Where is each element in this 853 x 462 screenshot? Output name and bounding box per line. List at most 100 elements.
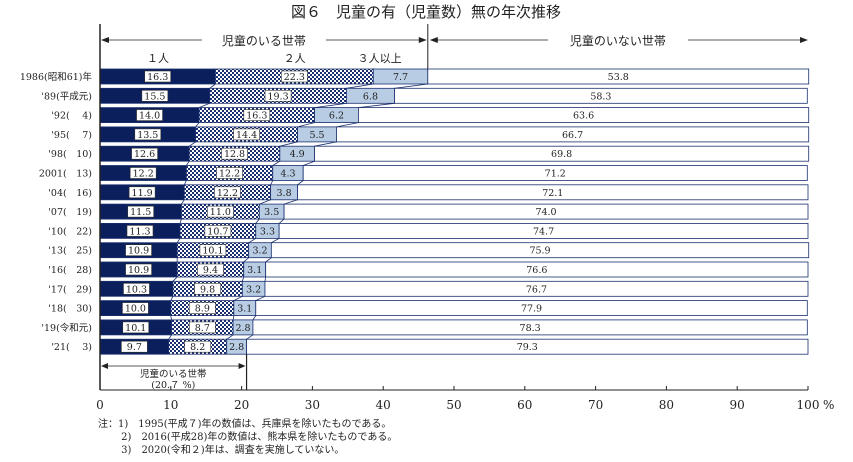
connector-line: [283, 199, 298, 205]
x-tick-label: 30: [305, 398, 320, 412]
connector-line: [226, 334, 234, 340]
bar-segment: [246, 338, 809, 355]
data-label: 3.8: [277, 188, 292, 199]
data-label: 74.7: [533, 226, 554, 237]
note-2: 2) 2016(平成28)年の数値は、熊本県を除いたものである。: [98, 432, 398, 443]
data-label: 3.2: [246, 284, 261, 295]
data-label-box: [122, 321, 150, 334]
connector-line: [195, 122, 200, 128]
x-tick-label: 60: [517, 398, 532, 412]
data-label: 76.7: [526, 284, 547, 295]
data-label: 2.8: [229, 342, 244, 353]
chart-title: 図６ 児童の有（児童数）無の年次推移: [291, 3, 561, 21]
connector-line: [297, 122, 315, 128]
arrowhead: [800, 37, 808, 43]
data-label-box: [189, 302, 216, 314]
connector-line: [265, 257, 272, 263]
category-label: '92( 4): [51, 111, 92, 122]
x-tick-label: 40: [376, 398, 391, 412]
category-label: '04( 16): [48, 188, 92, 199]
notes: 注：1) 1995(平成７)年の数値は、兵庫県を除いたものである。 2) 201…: [98, 418, 397, 457]
data-label: 75.9: [529, 246, 550, 257]
connector-line: [248, 238, 256, 244]
data-label: 2.8: [235, 323, 250, 334]
annotation-value: (20.７ %): [151, 380, 195, 391]
connector-line: [278, 218, 285, 224]
data-label-box: [141, 90, 169, 102]
data-label-box: [197, 263, 224, 276]
note-1: 注：1) 1995(平成７)年の数値は、兵庫県を除いたものである。: [98, 419, 392, 430]
data-label: 4.3: [280, 169, 295, 180]
data-label-box: [243, 109, 271, 121]
bar-segment: [270, 242, 810, 259]
data-label: 3.1: [237, 304, 252, 315]
data-label: 10.3: [126, 284, 147, 295]
connector-line: [233, 295, 243, 301]
connector-line: [179, 218, 182, 224]
data-label: 8.9: [195, 304, 210, 315]
bar-segment: [297, 184, 809, 201]
connector-line: [336, 122, 359, 128]
arrowhead: [418, 37, 427, 43]
annotation-label: 児童のいる世帯: [140, 368, 207, 380]
data-label: 6.2: [329, 111, 344, 122]
data-label: 12.2: [219, 169, 240, 180]
data-label-box: [125, 263, 152, 276]
connector-line: [272, 160, 281, 166]
connector-line: [297, 180, 304, 186]
data-label: 12.2: [217, 188, 238, 199]
data-label: 10.0: [125, 304, 146, 315]
data-label: 11.0: [210, 207, 231, 218]
bar-segment: [427, 68, 810, 85]
data-label: 6.8: [363, 91, 378, 102]
data-label-box: [207, 205, 234, 218]
data-label: 58.3: [590, 91, 611, 102]
data-label: 16.3: [246, 111, 267, 122]
connector-line: [181, 199, 185, 205]
data-label-box: [128, 186, 156, 199]
data-label-box: [216, 167, 243, 179]
x-tick-label: 10: [163, 398, 178, 412]
category-label: '21( 3): [51, 342, 92, 353]
data-label: 12.2: [133, 169, 154, 180]
category-label: 2001( 13): [39, 169, 92, 180]
x-tick-label: 90: [730, 398, 745, 412]
connector-line: [255, 295, 266, 301]
arrowhead: [238, 363, 246, 369]
legend-label: ２人: [284, 52, 306, 65]
data-label: 22.3: [284, 72, 305, 83]
data-label-box: [121, 340, 148, 353]
connector-line: [176, 238, 181, 243]
data-label: 5.5: [309, 130, 324, 141]
data-label: 77.9: [521, 304, 542, 315]
data-label-box: [134, 128, 162, 141]
bar-segment: [252, 319, 808, 336]
data-label-box: [199, 244, 227, 256]
bar-segment: [264, 280, 809, 297]
data-label-box: [144, 70, 172, 83]
bar-segment: [336, 126, 810, 143]
data-label-box: [264, 90, 292, 102]
x-unit-label: %: [823, 398, 834, 412]
data-label: 12.8: [224, 149, 245, 160]
connector-line: [252, 315, 257, 321]
connector-line: [209, 83, 216, 89]
data-label-box: [136, 109, 163, 121]
connector-line: [241, 276, 245, 282]
connector-line: [270, 180, 274, 185]
data-label-box: [127, 205, 155, 218]
data-label: 3.3: [260, 226, 275, 237]
connector-line: [303, 160, 315, 166]
x-tick-label: 50: [446, 398, 461, 412]
category-label: '95( 7): [51, 130, 92, 141]
connector-line: [279, 141, 298, 147]
data-label: 10.1: [202, 246, 223, 257]
connector-line: [314, 102, 347, 108]
connector-line: [183, 180, 187, 185]
bar-segment: [255, 300, 808, 317]
data-label-box: [129, 167, 157, 179]
data-label: 71.2: [545, 169, 566, 180]
data-label: 14.4: [236, 130, 257, 141]
category-label: '07( 19): [48, 207, 92, 218]
